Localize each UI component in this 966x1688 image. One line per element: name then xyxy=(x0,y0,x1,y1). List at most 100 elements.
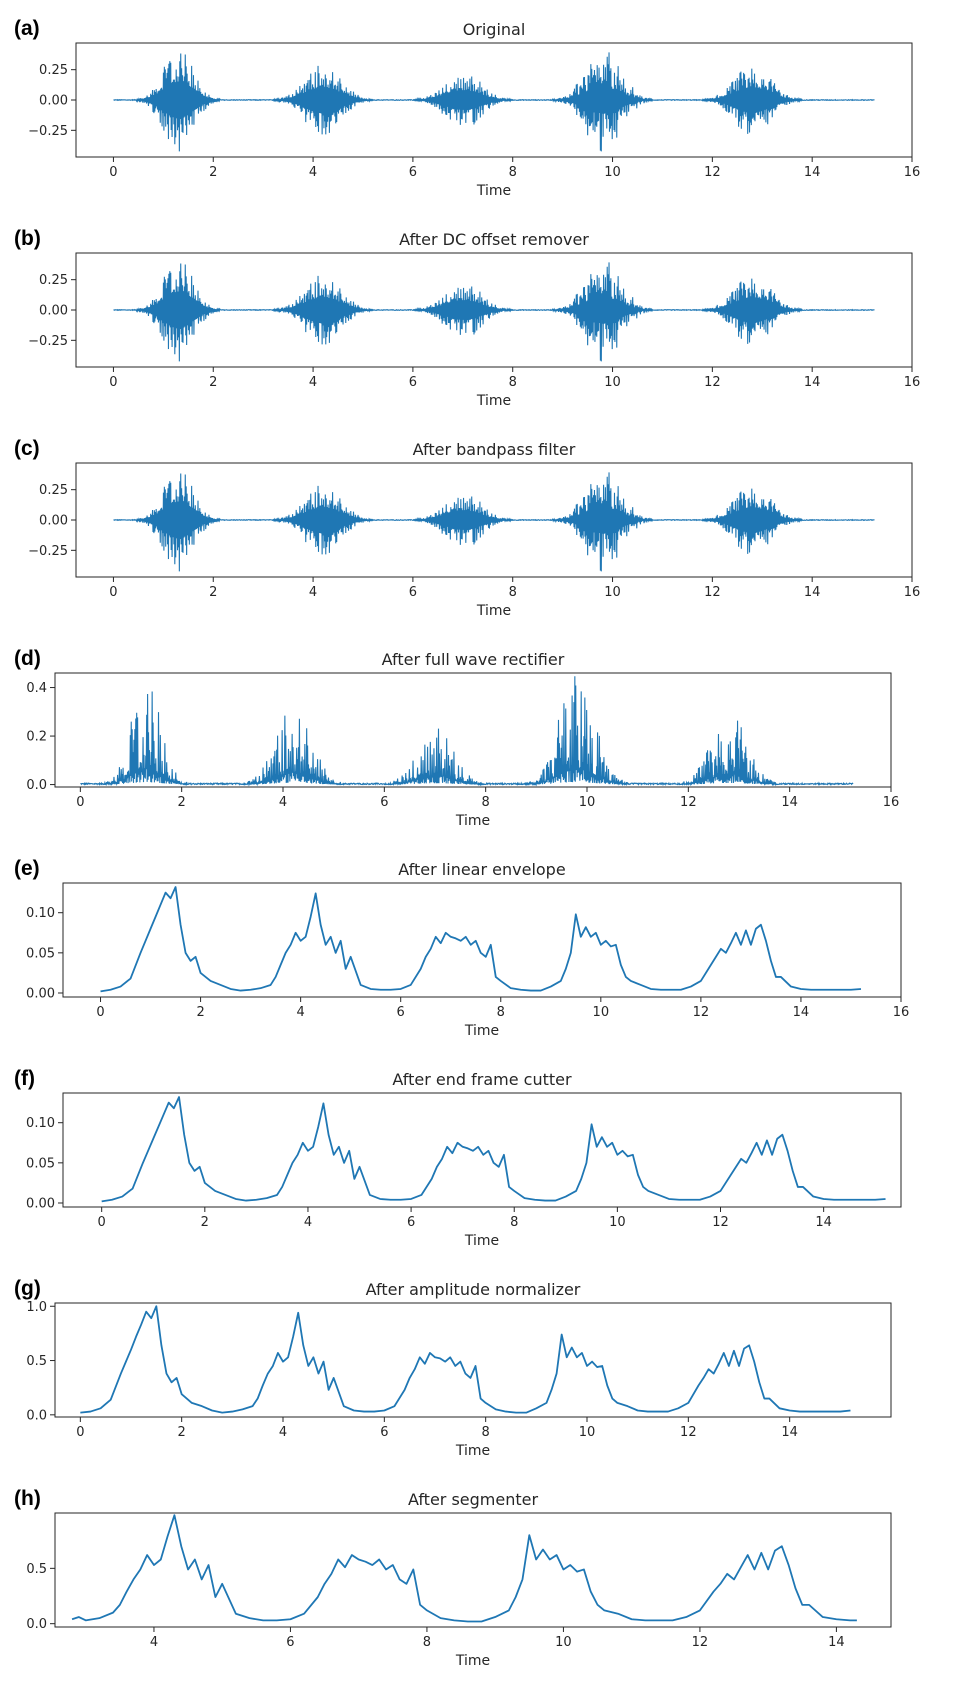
panel-d: (d) After full wave rectifier 0 2 4 6 8 10 12 14 1… xyxy=(14,647,899,829)
chart-title: After linear envelope xyxy=(398,860,565,879)
panel-a: (a) Original 0 2 4 6 8 10 12 14 16 −0.25 0.00 0.25 Tim… xyxy=(14,17,920,199)
axes-frame xyxy=(54,1512,892,1628)
x-tick-label: 14 xyxy=(781,1425,798,1440)
x-tick-label: 2 xyxy=(209,585,217,600)
x-tick-label: 0 xyxy=(98,1215,106,1230)
chart-title: After DC offset remover xyxy=(399,230,589,249)
x-tick-label: 0 xyxy=(109,375,117,390)
y-tick-label: 0.00 xyxy=(26,986,55,1001)
panel-e: (e) After linear envelope 0 2 4 6 8 10 12 14 16 0.0… xyxy=(14,857,909,1039)
x-tick-label: 8 xyxy=(482,1425,490,1440)
x-tick-label: 10 xyxy=(604,375,621,390)
x-tick-label: 8 xyxy=(497,1005,505,1020)
x-tick-label: 6 xyxy=(409,375,417,390)
x-tick-label: 4 xyxy=(309,375,317,390)
x-tick-label: 0 xyxy=(76,1425,84,1440)
x-tick-label: 10 xyxy=(604,585,621,600)
y-tick-label: 0.00 xyxy=(39,94,68,109)
axes-frame xyxy=(54,1302,892,1418)
x-tick-label: 12 xyxy=(704,375,721,390)
x-axis-label: Time xyxy=(476,393,511,409)
x-tick-label: 14 xyxy=(804,585,821,600)
x-tick-label: 2 xyxy=(209,375,217,390)
chart-title: After bandpass filter xyxy=(413,440,576,459)
x-tick-label: 4 xyxy=(150,1635,158,1650)
x-tick-label: 12 xyxy=(692,1635,709,1650)
y-tick-label: 0.0 xyxy=(26,1408,47,1423)
panel-h: (h) After segmenter 4 6 8 10 12 14 0.0 0.5 Time xyxy=(14,1487,892,1669)
panel-f: (f) After end frame cutter 0 2 4 6 8 10 12 14 0.00… xyxy=(14,1067,902,1249)
x-tick-label: 10 xyxy=(604,165,621,180)
panel-label: (d) xyxy=(14,647,41,670)
panel-b: (b) After DC offset remover 0 2 4 6 8 10 12 14 16 −… xyxy=(14,227,920,409)
x-tick-label: 0 xyxy=(109,585,117,600)
x-tick-label: 14 xyxy=(815,1215,832,1230)
panel-label: (a) xyxy=(14,17,40,40)
y-tick-label: 0.05 xyxy=(26,1156,55,1171)
x-tick-label: 10 xyxy=(609,1215,626,1230)
y-tick-label: 0.2 xyxy=(26,730,47,745)
axes-frame xyxy=(62,1092,902,1208)
x-tick-label: 6 xyxy=(286,1635,294,1650)
x-tick-label: 8 xyxy=(423,1635,431,1650)
x-tick-label: 10 xyxy=(593,1005,610,1020)
x-axis-label: Time xyxy=(464,1023,499,1039)
x-tick-label: 4 xyxy=(304,1215,312,1230)
y-tick-label: −0.25 xyxy=(28,334,68,349)
x-tick-label: 2 xyxy=(178,1425,186,1440)
y-tick-label: 0.00 xyxy=(39,304,68,319)
x-tick-label: 6 xyxy=(397,1005,405,1020)
x-tick-label: 14 xyxy=(804,165,821,180)
x-tick-label: 16 xyxy=(904,585,921,600)
x-tick-label: 12 xyxy=(704,585,721,600)
x-tick-label: 8 xyxy=(510,1215,518,1230)
x-tick-label: 8 xyxy=(482,795,490,810)
y-tick-label: 0.5 xyxy=(26,1354,47,1369)
y-tick-label: 0.25 xyxy=(39,273,68,288)
x-tick-label: 2 xyxy=(196,1005,204,1020)
x-tick-label: 6 xyxy=(380,1425,388,1440)
y-tick-label: 0.10 xyxy=(26,1116,55,1131)
chart-title: After full wave rectifier xyxy=(382,650,565,669)
signal-line xyxy=(113,262,875,362)
y-tick-label: 0.10 xyxy=(26,906,55,921)
x-tick-label: 2 xyxy=(178,795,186,810)
x-tick-label: 12 xyxy=(704,165,721,180)
envelope-line xyxy=(101,1096,886,1203)
x-tick-label: 12 xyxy=(712,1215,729,1230)
chart-title: Original xyxy=(463,20,526,39)
y-tick-label: 0.00 xyxy=(39,514,68,529)
y-tick-label: 0.25 xyxy=(39,63,68,78)
x-axis-label: Time xyxy=(464,1233,499,1249)
x-tick-label: 4 xyxy=(279,795,287,810)
x-tick-label: 12 xyxy=(680,795,697,810)
y-tick-label: 0.4 xyxy=(26,681,47,696)
y-tick-label: 0.05 xyxy=(26,946,55,961)
x-tick-label: 14 xyxy=(781,795,798,810)
y-tick-label: −0.25 xyxy=(28,544,68,559)
x-tick-label: 2 xyxy=(201,1215,209,1230)
x-axis-label: Time xyxy=(455,1653,490,1669)
x-axis-label: Time xyxy=(476,603,511,619)
x-tick-label: 4 xyxy=(309,165,317,180)
panel-label: (h) xyxy=(14,1487,41,1510)
x-tick-label: 16 xyxy=(904,375,921,390)
panel-label: (c) xyxy=(14,437,40,460)
x-tick-label: 16 xyxy=(883,795,900,810)
x-tick-label: 14 xyxy=(804,375,821,390)
x-tick-label: 16 xyxy=(893,1005,910,1020)
x-tick-label: 10 xyxy=(579,1425,596,1440)
x-tick-label: 4 xyxy=(297,1005,305,1020)
x-axis-label: Time xyxy=(476,183,511,199)
x-tick-label: 6 xyxy=(407,1215,415,1230)
x-tick-label: 4 xyxy=(279,1425,287,1440)
panel-label: (b) xyxy=(14,227,41,250)
x-tick-label: 0 xyxy=(109,165,117,180)
panel-label: (e) xyxy=(14,857,40,880)
x-tick-label: 2 xyxy=(209,165,217,180)
axes-frame xyxy=(54,672,892,788)
panel-label: (g) xyxy=(14,1277,41,1300)
y-tick-label: 0.5 xyxy=(26,1562,47,1577)
panel-label: (f) xyxy=(14,1067,35,1090)
